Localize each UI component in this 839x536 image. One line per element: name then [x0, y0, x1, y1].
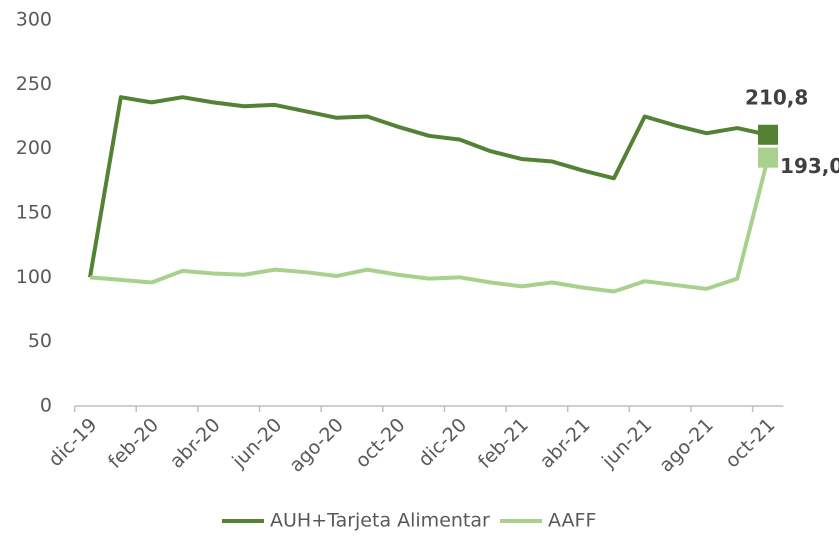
x-tick-label: jun-21: [597, 414, 656, 473]
value-label: 193,0: [780, 154, 839, 178]
y-tick-label: 100: [16, 266, 52, 288]
x-tick-label: jun-20: [227, 414, 286, 473]
x-tick-label: feb-20: [104, 414, 163, 473]
x-tick-label: dic-20: [414, 414, 471, 471]
value-label: 210,8: [745, 85, 808, 109]
x-tick-label: oct-21: [721, 414, 779, 472]
end-marker: [758, 124, 779, 145]
series-line: [89, 157, 770, 294]
x-tick-label: abr-21: [536, 414, 595, 473]
x-tick-label: dic-19: [44, 414, 101, 471]
y-tick-label: 0: [40, 395, 52, 417]
y-tick-label: 250: [16, 73, 52, 95]
y-tick-label: 300: [16, 9, 52, 31]
x-tick-label: ago-21: [655, 414, 718, 477]
x-tick-label: abr-20: [166, 414, 225, 473]
x-tick-label: oct-20: [351, 414, 409, 472]
legend-label: AUH+Tarjeta Alimentar: [270, 510, 490, 532]
legend-label: AAFF: [548, 510, 596, 532]
end-marker: [758, 147, 779, 168]
x-tick-label: ago-20: [285, 414, 348, 477]
x-tick-label: feb-21: [474, 414, 533, 473]
y-tick-label: 50: [28, 330, 52, 352]
series-line: [88, 95, 769, 278]
y-tick-label: 200: [16, 137, 52, 159]
y-tick-label: 150: [16, 202, 52, 224]
